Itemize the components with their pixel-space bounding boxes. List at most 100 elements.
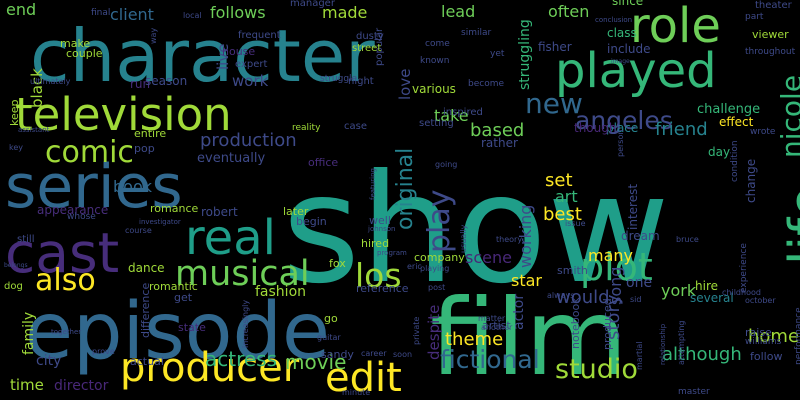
word-master: master <box>678 386 710 397</box>
word-fictional: fictional <box>440 345 540 374</box>
word-love: love <box>396 68 414 100</box>
word-work: work <box>232 72 269 90</box>
word-family: family <box>21 311 37 355</box>
word-hired: hired <box>361 237 390 251</box>
word-based: based <box>470 119 525 141</box>
word-featuring: featuring <box>369 168 377 200</box>
word-sandy: sandy <box>321 348 354 362</box>
word-effect: effect <box>719 115 754 130</box>
word-client: client <box>110 5 154 25</box>
word-series: series <box>5 152 183 222</box>
word-challenge: challenge <box>697 101 761 117</box>
word-edit: edit <box>325 355 402 400</box>
word-frequent: frequent <box>238 30 281 41</box>
word-take: take <box>434 106 469 126</box>
word-later: later <box>283 205 309 219</box>
word-nicole: nicole <box>775 74 800 158</box>
word-guitar: guitar <box>317 332 341 342</box>
word-played: played <box>555 42 717 99</box>
word-still: still <box>17 234 35 245</box>
word-cast: cast <box>5 221 120 285</box>
word-night: night <box>348 76 374 87</box>
word-become: become <box>468 78 505 89</box>
word-final: final <box>91 7 111 18</box>
word-reality: reality <box>292 122 321 133</box>
word-relationship: relationship <box>659 323 667 365</box>
word-one: one <box>626 274 653 291</box>
word-ultimately: ultimately <box>30 76 71 86</box>
word-friend: friend <box>655 118 708 140</box>
word-experience: experience <box>739 243 749 293</box>
word-go: go <box>324 312 338 326</box>
word-keep: keep <box>8 99 21 127</box>
word-increasingly: increasingly <box>241 299 250 348</box>
word-show: show <box>282 143 670 317</box>
word-reference: reference <box>356 282 409 296</box>
word-program: program <box>377 249 407 258</box>
word-another: another <box>481 322 513 332</box>
word-matter: matter <box>478 313 506 323</box>
word-several: several <box>690 291 734 306</box>
word-production: production <box>200 129 297 151</box>
word-often: often <box>548 2 590 22</box>
word-playing: playing <box>420 263 450 273</box>
word-theme: theme <box>445 328 504 350</box>
word-fox: fox <box>329 257 346 271</box>
word-film: film <box>430 277 628 399</box>
word-change: change <box>744 158 758 203</box>
word-time: time <box>10 376 44 394</box>
word-childhood: childhood <box>722 287 761 297</box>
word-season: season <box>145 74 188 89</box>
word-hire: hire <box>695 279 718 294</box>
word-made: made <box>322 3 368 23</box>
word-october: october <box>745 295 776 305</box>
word-image: image <box>611 58 630 66</box>
word-local: local <box>183 10 202 20</box>
word-since: since <box>612 0 644 9</box>
word-class: class <box>607 26 637 41</box>
word-rather: rather <box>481 136 518 151</box>
word-would: would <box>556 286 610 308</box>
word-musical: musical <box>175 254 310 294</box>
word-house: house <box>222 45 256 59</box>
word-difference: difference <box>139 282 152 338</box>
word-scene: scene <box>465 248 512 268</box>
word-struggle: struggle <box>320 73 358 84</box>
word-book: book <box>113 177 152 197</box>
word-johnson: johnson <box>368 225 396 234</box>
word-minute: minute <box>342 387 371 397</box>
word-key: key <box>9 142 24 152</box>
word-appearance: appearance <box>37 203 109 218</box>
word-expert: expert <box>235 59 268 70</box>
word-end: end <box>6 0 37 20</box>
word-investigator: investigator <box>139 218 181 227</box>
word-dream: dream <box>621 229 660 244</box>
word-wrote: wrote <box>750 126 776 137</box>
word-actress: actress <box>205 347 278 371</box>
word-television: television <box>15 88 232 141</box>
word-martial: martial <box>635 341 644 370</box>
word-viewer: viewer <box>752 28 789 42</box>
word-raise: raise <box>745 326 772 340</box>
word-case: case <box>344 121 367 132</box>
word-notebook: notebook <box>569 297 582 349</box>
word-person: person <box>616 129 625 157</box>
word-plot: plot <box>580 244 653 289</box>
word-various: various <box>412 82 456 97</box>
word-play: play <box>422 189 457 253</box>
word-couple: couple <box>66 47 103 61</box>
word-city: city <box>36 352 62 369</box>
word-theater: theater <box>755 0 792 11</box>
word-struggling: struggling <box>517 19 533 90</box>
word-star: star <box>511 271 542 291</box>
word-williams: williams <box>745 336 782 347</box>
word-run: run <box>130 77 151 92</box>
word-set: set <box>545 169 573 191</box>
word-attempting: attempting <box>677 320 686 365</box>
word-smith: smith <box>557 264 588 278</box>
word-conclusion: conclusion <box>595 16 633 25</box>
word-art: art <box>555 187 578 207</box>
word-prove: prove <box>92 346 115 356</box>
word-eric: eric <box>407 261 422 271</box>
